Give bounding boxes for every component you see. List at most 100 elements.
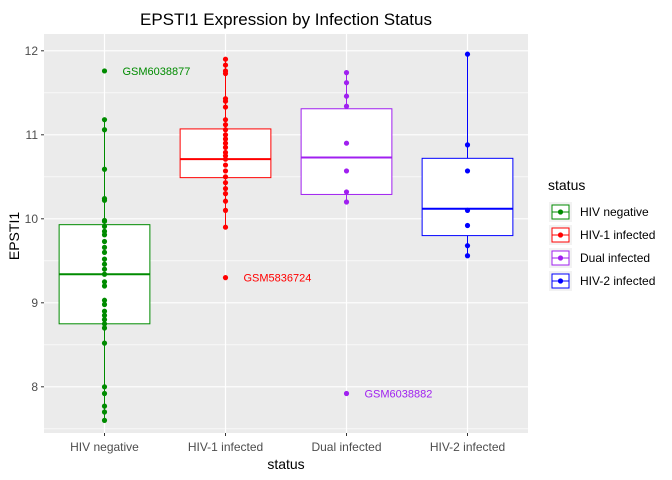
outlier-label: GSM6038882 — [365, 389, 433, 401]
data-point — [464, 253, 471, 259]
data-point — [464, 142, 471, 148]
data-point — [343, 140, 350, 146]
legend-point-glyph — [557, 255, 564, 261]
data-point — [222, 191, 229, 197]
data-point — [101, 283, 108, 289]
y-tick-label: 8 — [31, 380, 38, 394]
data-point — [343, 199, 350, 205]
data-point — [222, 185, 229, 192]
data-point — [222, 62, 229, 68]
data-point — [222, 117, 229, 123]
legend-point-glyph — [557, 232, 564, 238]
data-point — [101, 261, 108, 267]
x-axis: HIV negative HIV-1 infected Dual infected H… — [70, 433, 505, 454]
outlier-label: GSM5836724 — [244, 273, 312, 285]
data-point — [101, 312, 108, 318]
x-tick-label: HIV negative — [70, 440, 139, 454]
data-point — [222, 98, 229, 104]
data-point — [101, 308, 108, 314]
legend-label: HIV negative — [580, 205, 649, 219]
data-point — [101, 249, 108, 255]
data-point — [464, 243, 471, 249]
data-point — [101, 340, 108, 346]
x-tick-label: HIV-2 infected — [430, 440, 505, 454]
y-tick-label: 11 — [26, 128, 39, 142]
data-point — [101, 238, 108, 245]
data-point — [101, 232, 108, 238]
y-axis-title: EPSTI1 — [6, 212, 22, 260]
legend-item: HIV-2 infected — [549, 271, 655, 291]
outlier-label: GSM6038877 — [123, 66, 191, 78]
data-point — [101, 68, 108, 74]
legend: status HIV negative HIV-1 infected Dual in… — [548, 177, 655, 291]
data-point — [101, 297, 108, 303]
y-axis: 8 9 10 11 12 — [25, 44, 44, 394]
data-point — [222, 136, 229, 142]
data-point — [101, 256, 108, 262]
y-tick-label: 10 — [25, 212, 39, 226]
data-point — [464, 51, 471, 57]
data-point — [222, 132, 229, 138]
data-point — [222, 180, 229, 186]
data-point — [222, 168, 229, 174]
data-point — [343, 390, 350, 397]
y-tick-label: 9 — [31, 296, 38, 310]
legend-point-glyph — [557, 278, 564, 284]
legend-label: HIV-2 infected — [580, 274, 655, 288]
legend-point-glyph — [557, 209, 564, 215]
data-point — [101, 218, 108, 224]
data-point — [343, 80, 350, 86]
data-point — [222, 56, 229, 62]
data-point — [343, 70, 350, 76]
legend-item: Dual infected — [549, 248, 650, 268]
data-point — [101, 166, 108, 172]
data-point — [101, 279, 108, 285]
data-point — [343, 168, 350, 174]
data-point — [222, 198, 229, 204]
data-point — [101, 417, 108, 423]
chart-title: EPSTI1 Expression by Infection Status — [140, 10, 432, 29]
data-point — [343, 93, 350, 99]
box — [300, 108, 393, 195]
data-point — [222, 207, 229, 213]
x-axis-title: status — [267, 456, 304, 472]
data-point — [222, 162, 229, 168]
legend-label: HIV-1 infected — [580, 228, 655, 242]
data-point — [101, 244, 108, 250]
data-point — [101, 271, 108, 277]
data-point — [464, 222, 471, 229]
data-point — [222, 275, 229, 281]
data-point — [101, 321, 108, 327]
data-point — [101, 301, 108, 308]
data-point — [101, 117, 108, 123]
data-point — [222, 156, 229, 162]
data-point — [222, 224, 229, 230]
x-tick-label: Dual infected — [311, 440, 381, 454]
data-point — [101, 197, 108, 203]
data-point — [222, 70, 229, 77]
y-tick-label: 12 — [25, 44, 39, 58]
data-point — [222, 174, 229, 180]
data-point — [101, 384, 108, 390]
data-point — [101, 403, 108, 409]
data-point — [343, 189, 350, 195]
x-tick-label: HIV-1 infected — [188, 440, 263, 454]
data-point — [222, 104, 229, 110]
outlier-label-layer: GSM6038877 GSM5836724 GSM6038882 — [123, 66, 433, 401]
data-point — [101, 409, 108, 415]
data-point — [101, 317, 108, 323]
data-point — [464, 168, 471, 174]
legend-item: HIV negative — [549, 202, 649, 222]
data-point — [222, 122, 229, 128]
data-point — [464, 207, 471, 213]
data-point — [222, 127, 229, 133]
data-point — [101, 127, 108, 133]
data-point — [101, 223, 108, 229]
data-point — [343, 103, 350, 109]
legend-label: Dual infected — [580, 251, 650, 265]
data-point — [101, 266, 108, 272]
data-point — [222, 140, 229, 146]
legend-item: HIV-1 infected — [549, 225, 655, 245]
point-layer — [101, 51, 471, 423]
